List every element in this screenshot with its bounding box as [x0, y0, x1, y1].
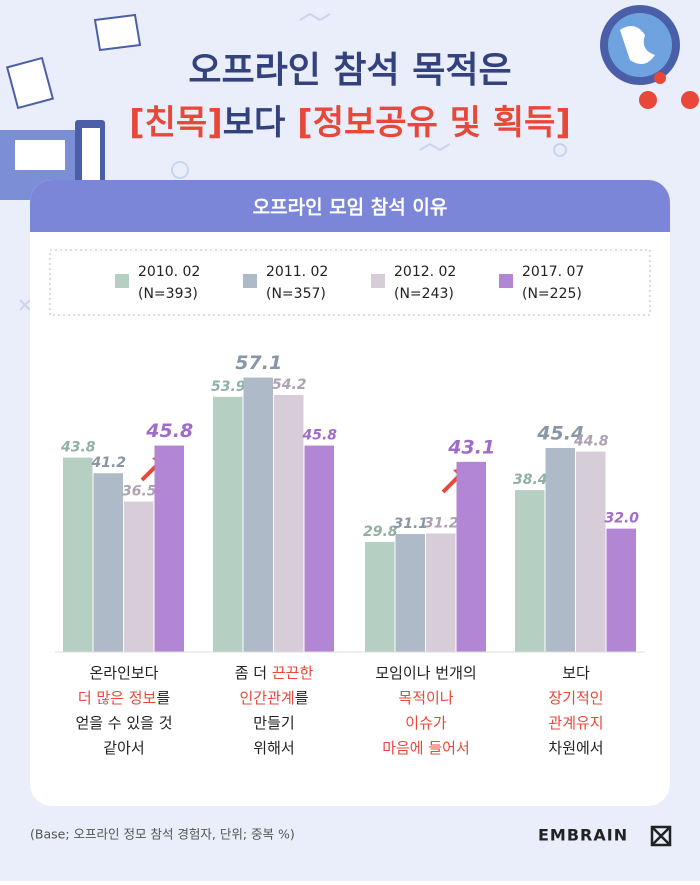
category-segment: 좀 더 [235, 664, 272, 682]
globe-icon [600, 5, 699, 109]
category-segment: 만들기 [253, 714, 294, 732]
category-segment: 더 많은 정보 [78, 689, 157, 707]
category-segment: 모임이나 번개의 [375, 664, 476, 682]
bar [243, 377, 273, 652]
category-label: 관계유지 [548, 714, 603, 732]
category-segment: 마음에 들어서 [382, 739, 470, 757]
bar [456, 461, 486, 652]
value-label: 38.4 [513, 472, 548, 488]
category-segment: 목적이나 [398, 689, 453, 707]
legend-sample: (N=393) [138, 286, 198, 302]
legend-swatch [499, 274, 513, 288]
bar [274, 395, 304, 652]
value-label: 53.9 [211, 379, 246, 395]
value-label: 45.8 [301, 428, 337, 444]
title-segment: [친목] [129, 103, 223, 143]
bar [154, 445, 184, 652]
value-label: 45.4 [536, 422, 584, 444]
brand-logo [650, 825, 672, 847]
value-label: 57.1 [235, 352, 282, 374]
title-line1: 오프라인 참석 목적은 [188, 50, 511, 91]
legend-sample: (N=225) [522, 286, 582, 302]
category-segment: 보다 [562, 664, 590, 682]
value-label: 36.5 [122, 484, 157, 500]
value-label: 43.1 [447, 436, 495, 458]
value-label: 44.8 [573, 434, 609, 450]
subtitle-banner [30, 180, 670, 232]
category-segment: 인간관계 [239, 689, 294, 707]
category-segment: 이슈가 [405, 714, 447, 732]
category-segment: 장기적인 [548, 689, 603, 707]
category-label: 이슈가 [405, 714, 447, 732]
title-segment: 보다 [223, 103, 297, 143]
value-label: 41.2 [90, 455, 126, 471]
category-segment: 를 [156, 689, 170, 707]
category-label: 보다 [562, 664, 590, 682]
category-label: 위해서 [253, 739, 294, 757]
value-label: 31.2 [424, 515, 459, 531]
legend-swatch [371, 274, 385, 288]
bar [213, 396, 243, 652]
category-label: 온라인보다 [89, 664, 158, 682]
category-segment: 같아서 [103, 739, 144, 757]
card [30, 180, 670, 806]
bar [606, 528, 636, 652]
legend-swatch [243, 274, 257, 288]
category-segment: 얻을 수 있을 것 [75, 714, 172, 732]
category-segment: 를 [295, 689, 309, 707]
document-icon [5, 13, 142, 110]
category-segment: 끈끈한 [272, 664, 314, 682]
subtitle: 오프라인 모임 참석 이유 [253, 197, 448, 219]
legend-swatch [115, 274, 129, 288]
bar [426, 533, 456, 652]
category-label: 마음에 들어서 [382, 739, 470, 757]
legend-label: 2017. 07 [522, 264, 584, 280]
legend-label: 2010. 02 [138, 264, 200, 280]
value-label: 29.8 [363, 524, 398, 540]
footnote: (Base; 오프라인 정모 참석 경험자, 단위; 중복 %) [30, 827, 295, 842]
legend-box [49, 249, 651, 316]
category-label: 장기적인 [548, 689, 603, 707]
category-segment: 관계유지 [548, 714, 603, 732]
bar [124, 501, 154, 652]
category-segment: 온라인보다 [89, 664, 158, 682]
bar [395, 534, 425, 652]
category-label: 목적이나 [398, 689, 453, 707]
value-label: 45.8 [145, 420, 193, 442]
legend-label: 2011. 02 [266, 264, 328, 280]
category-segment: 위해서 [253, 739, 294, 757]
legend-sample: (N=243) [394, 286, 454, 302]
value-label: 32.0 [604, 511, 639, 527]
bar [576, 451, 606, 652]
category-label: 더 많은 정보를 [78, 689, 171, 707]
bar [365, 541, 395, 652]
title-line2: [친목]보다 [정보공유 및 획득] [129, 103, 571, 143]
bar [545, 447, 575, 652]
bar [93, 473, 123, 652]
legend-label: 2012. 02 [394, 264, 456, 280]
title-segment: [정보공유 및 획득] [297, 103, 571, 143]
category-segment: 차원에서 [548, 739, 603, 757]
value-label: 43.8 [60, 440, 96, 456]
category-label: 얻을 수 있을 것 [75, 714, 172, 732]
legend-sample: (N=357) [266, 286, 326, 302]
bar [63, 457, 93, 652]
bar [304, 445, 334, 652]
category-label: 인간관계를 [239, 689, 308, 707]
bar [515, 490, 545, 652]
category-label: 같아서 [103, 739, 144, 757]
brand: EMBRAIN [538, 826, 628, 845]
category-label: 차원에서 [548, 739, 603, 757]
value-label: 31.1 [393, 516, 428, 532]
category-label: 만들기 [253, 714, 294, 732]
value-label: 54.2 [272, 377, 307, 393]
category-label: 모임이나 번개의 [375, 664, 476, 682]
category-label: 좀 더 끈끈한 [235, 664, 314, 682]
